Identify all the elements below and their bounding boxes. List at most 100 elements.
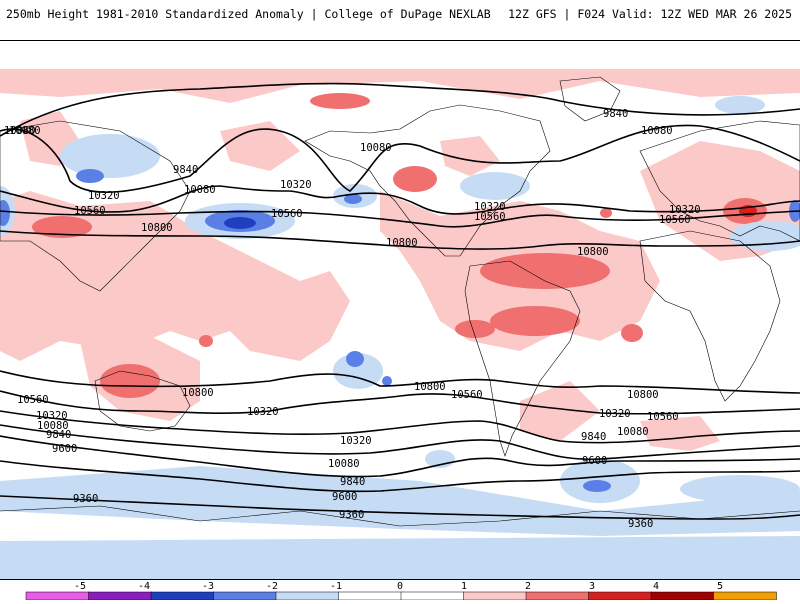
contour-label: 10320 — [36, 410, 68, 422]
contour-label: 10800 — [577, 246, 609, 258]
anomaly-region — [393, 166, 437, 192]
colorbar-svg: -5 -4 -3 -2 -1 0 1 2 3 4 5 — [25, 581, 777, 601]
anomaly-region — [0, 69, 800, 103]
anomaly-region — [480, 253, 610, 289]
colorbar-swatches — [25, 591, 777, 601]
anomaly-region — [0, 536, 800, 579]
contour-label: 10560 — [451, 389, 483, 401]
contour-label: 10080 — [617, 426, 649, 438]
contour-label: 9840 — [603, 108, 628, 120]
anomaly-region — [460, 172, 530, 200]
anomaly-region — [333, 353, 383, 389]
contour-label: 10320 — [669, 204, 701, 216]
colorbar-tick-label: -2 — [266, 581, 278, 592]
asia-west-outline — [0, 120, 191, 292]
contour-label: 10320 — [599, 408, 631, 420]
contour-line-10080-north — [0, 124, 800, 193]
contour-line-10800-north — [0, 230, 800, 250]
header: 250mb Height 1981-2010 Standardized Anom… — [0, 0, 800, 40]
anomaly-region — [520, 381, 600, 441]
contour-label: 9840 — [173, 164, 198, 176]
anomaly-region — [600, 208, 612, 218]
contour-label: 10800 — [414, 381, 446, 393]
eurasia-outline — [639, 120, 800, 242]
contour-line-10320-north — [0, 185, 800, 215]
contour-line-10080-south — [0, 424, 800, 461]
model-run-info: 12Z GFS | F024 Valid: 12Z WED MAR 26 202… — [508, 7, 792, 21]
anomaly-map: 10080 9840 10320 10080 10560 10800 10320… — [0, 69, 800, 579]
anomaly-region — [344, 194, 362, 204]
colorbar-swatch — [213, 591, 277, 601]
contour-line-10320-south — [0, 410, 800, 444]
colorbar-tick-label: -1 — [330, 581, 342, 592]
north-america-outline — [304, 104, 551, 257]
colorbar-swatch — [150, 591, 215, 601]
contour-label: 9360 — [73, 493, 98, 505]
colorbar-swatch — [338, 591, 402, 601]
anomaly-region — [0, 200, 10, 226]
anomaly-region — [455, 320, 495, 338]
contour-label: 10080 — [4, 125, 36, 137]
strong-positive-anomaly-shading — [32, 93, 767, 398]
colorbar-tick-label: 1 — [461, 581, 467, 592]
very-strong-negative-anomaly-shading — [224, 217, 256, 229]
colorbar-swatch — [400, 591, 465, 601]
colorbar-tick-label: 3 — [589, 581, 595, 592]
colorbar-tick-label: 4 — [653, 581, 659, 592]
contour-label: 10560 — [17, 394, 49, 406]
contour-line-9840-north — [0, 82, 800, 137]
anomaly-region — [440, 136, 500, 176]
colorbar-swatch — [25, 591, 90, 601]
colorbar-tick-label: -3 — [202, 581, 214, 592]
colorbar-tick-label: 2 — [525, 581, 531, 592]
africa-outline — [639, 230, 781, 402]
contour-label: 9360 — [339, 509, 364, 521]
colorbar-tick-label: -4 — [138, 581, 150, 592]
colorbar-ticks: -5 -4 -3 -2 -1 0 1 2 3 4 5 — [74, 581, 723, 592]
anomaly-region — [220, 121, 300, 171]
contour-line-10560-north — [0, 210, 800, 228]
contour-labels: 10080 9840 10320 10080 10560 10800 10320… — [4, 108, 701, 530]
contour-label: 9360 — [628, 518, 653, 530]
coastlines — [0, 76, 800, 527]
contour-label: 10800 — [141, 222, 173, 234]
contour-label: 10080 — [360, 142, 392, 154]
colorbar-tick-label: 5 — [717, 581, 723, 592]
contour-label: 10080 — [9, 125, 41, 137]
contour-label: 10800 — [386, 237, 418, 249]
anomaly-region — [199, 335, 213, 347]
greenland-outline — [559, 76, 621, 122]
contour-label: 10560 — [474, 211, 506, 223]
colorbar-swatch — [713, 591, 777, 601]
contour-label: 10800 — [182, 387, 214, 399]
contour-label: 10560 — [271, 208, 303, 220]
contour-label: 9600 — [332, 491, 357, 503]
contour-label: 9840 — [340, 476, 365, 488]
contour-line-10560-south — [0, 390, 800, 415]
anomaly-region — [715, 96, 765, 114]
anomaly-region — [100, 364, 160, 398]
anomaly-region — [224, 217, 256, 229]
colorbar-tick-label: -5 — [74, 581, 86, 592]
colorbar-swatch — [650, 591, 715, 601]
contour-label: 10320 — [280, 179, 312, 191]
contour-label: 10080 — [328, 458, 360, 470]
contour-label: 10320 — [247, 406, 279, 418]
anomaly-region — [621, 324, 643, 342]
contour-line-10800-south — [0, 370, 800, 394]
contour-label: 10080 — [184, 184, 216, 196]
contour-label: 10080 — [641, 125, 673, 137]
anomaly-region — [346, 351, 364, 367]
colorbar-swatch — [525, 591, 590, 601]
colorbar-tick-label: 0 — [397, 581, 403, 592]
anomaly-region — [382, 376, 392, 386]
contour-label: 9600 — [52, 443, 77, 455]
contour-label: 9840 — [581, 431, 606, 443]
contour-label: 10560 — [74, 205, 106, 217]
contour-label: 10560 — [659, 214, 691, 226]
map-title: 250mb Height 1981-2010 Standardized Anom… — [6, 7, 491, 21]
colorbar-legend: -5 -4 -3 -2 -1 0 1 2 3 4 5 — [0, 580, 800, 601]
anomaly-region — [60, 134, 160, 178]
contour-label: 10080 — [37, 420, 69, 432]
contour-line-9360-south — [0, 495, 800, 520]
